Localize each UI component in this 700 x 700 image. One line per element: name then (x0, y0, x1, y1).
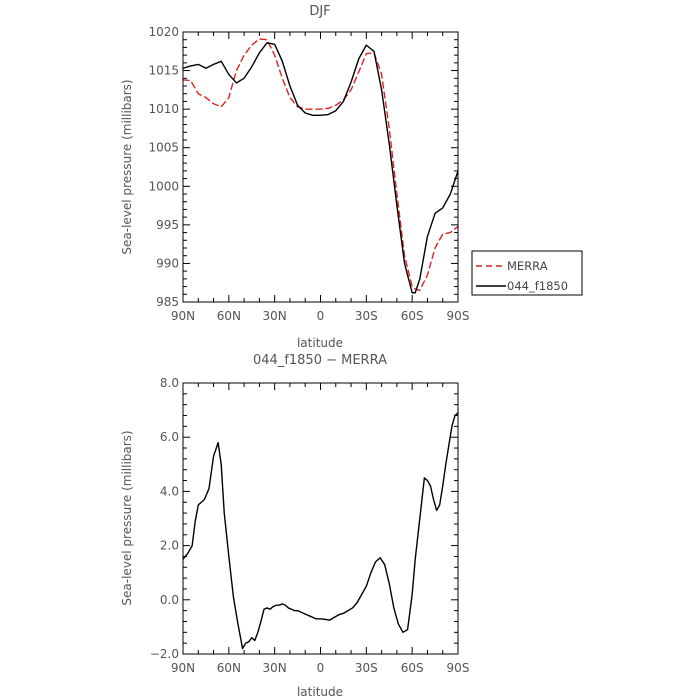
series-line-merra (182, 38, 459, 292)
x-tick-label: 90N (171, 309, 195, 323)
y-tick-label: 1005 (148, 141, 179, 155)
y-tick-label: 2.0 (160, 539, 179, 553)
y-axis-label: Sea-level pressure (millibars) (120, 430, 134, 605)
x-tick-label: 60S (401, 309, 424, 323)
slp-djf-panel: DJF Sea-level pressure (millibars) latit… (120, 4, 469, 350)
x-tick-label: 30N (263, 309, 287, 323)
y-axis-label: Sea-level pressure (millibars) (120, 79, 134, 254)
y-tick-label: 1020 (148, 25, 179, 39)
x-axis-label: latitude (297, 336, 343, 350)
series-layer (182, 38, 459, 294)
tick-layer: 90N 60N 30N 0 30S 60S 90S −2.0 0.0 2.0 4.0 6.0 8.0 (150, 376, 470, 675)
x-tick-label: 90S (447, 309, 470, 323)
tick-layer: 90N 60N 30N 0 30S 60S 90S 985 990 995 1000 1005 1010… (148, 25, 469, 323)
y-tick-label: 990 (156, 256, 179, 270)
y-tick-label: 985 (156, 295, 179, 309)
legend-label-044-f1850: 044_f1850 (507, 279, 568, 293)
x-tick-label: 0 (317, 309, 325, 323)
y-tick-label: 0.0 (160, 593, 179, 607)
x-axis-label: latitude (297, 685, 343, 699)
plot-frame (182, 31, 459, 303)
x-tick-label: 30S (355, 661, 378, 675)
y-tick-label: 8.0 (160, 376, 179, 390)
legend: MERRA 044_f1850 (471, 250, 583, 296)
x-tick-label: 0 (317, 661, 325, 675)
y-tick-label: 6.0 (160, 430, 179, 444)
y-tick-label: 1015 (148, 64, 179, 78)
y-tick-label: 995 (156, 218, 179, 232)
plot-frame (182, 382, 459, 655)
x-tick-label: 60N (217, 661, 241, 675)
y-tick-label: 1000 (148, 179, 179, 193)
series-line-044-f1850 (182, 42, 459, 294)
x-tick-label: 90N (171, 661, 195, 675)
legend-box (471, 250, 583, 296)
series-layer (182, 412, 459, 650)
x-tick-label: 30N (263, 661, 287, 675)
y-tick-label: −2.0 (150, 647, 179, 661)
series-line-difference (182, 412, 459, 650)
chart-title: 044_f1850 − MERRA (253, 353, 387, 368)
legend-label-merra: MERRA (507, 259, 548, 273)
x-tick-label: 30S (355, 309, 378, 323)
y-tick-label: 1010 (148, 102, 179, 116)
slp-difference-panel: 044_f1850 − MERRA Sea-level pressure (mi… (120, 353, 469, 699)
x-tick-label: 90S (447, 661, 470, 675)
x-tick-label: 60S (401, 661, 424, 675)
chart-title: DJF (309, 4, 330, 19)
x-tick-label: 60N (217, 309, 241, 323)
y-tick-label: 4.0 (160, 484, 179, 498)
